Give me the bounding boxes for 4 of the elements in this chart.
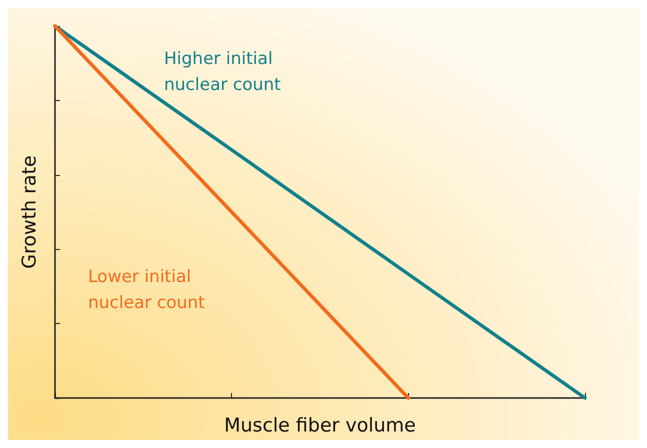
series-label: Higher initial nuclear count (164, 49, 282, 95)
text: Lower initial nuclear count (88, 267, 206, 313)
y-axis-title: Growth rate (18, 155, 40, 269)
x-axis-title: Muscle fiber volume (224, 414, 416, 436)
